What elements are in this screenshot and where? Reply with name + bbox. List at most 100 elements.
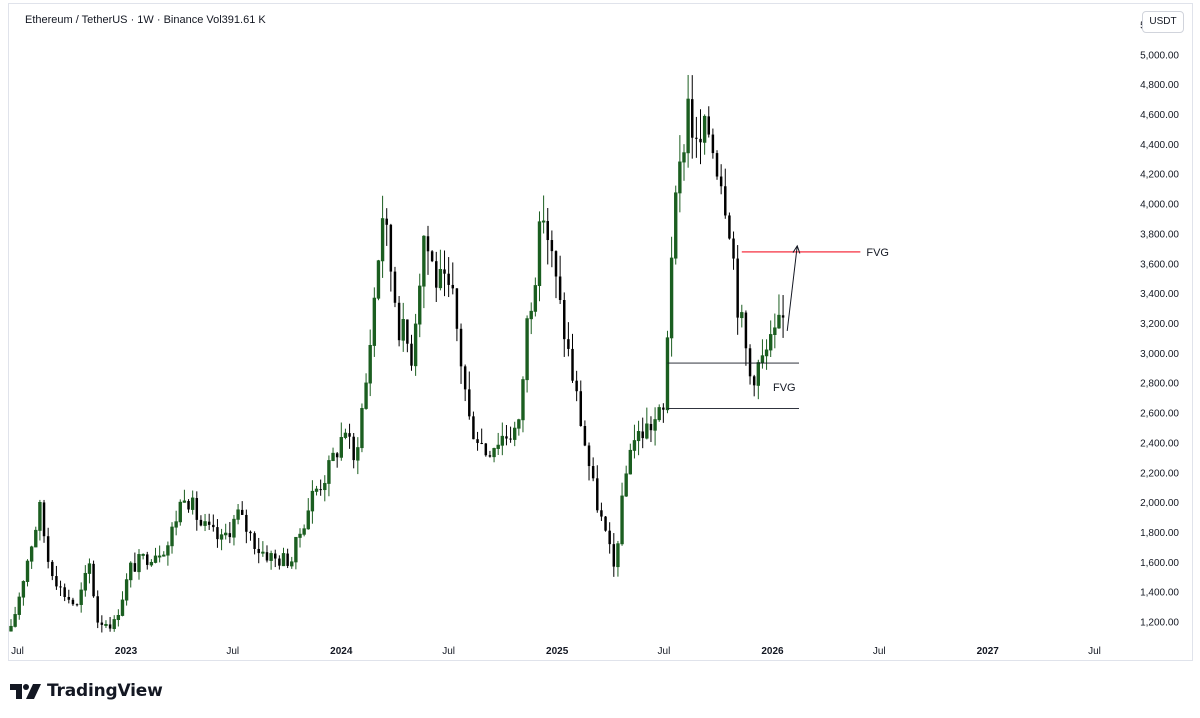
price-axis[interactable]: 1,200.00 1,400.00 1,600.00 1,800.00 2,000.00… xyxy=(1140,20,1179,628)
candle xyxy=(418,273,422,338)
time-axis[interactable]: Jul 2023 Jul 2024 Jul 2025 Jul 2026 Jul 2027 Jul xyxy=(11,646,1101,657)
candle xyxy=(294,536,298,570)
candle xyxy=(554,250,558,299)
price-chart[interactable]: 1,200.00 1,400.00 1,600.00 1,800.00 2,000.00… xyxy=(9,4,1192,660)
price-tick-label: 2,000.00 xyxy=(1140,498,1179,509)
candle xyxy=(25,559,30,587)
candle xyxy=(410,334,413,371)
candle xyxy=(616,540,620,577)
price-tick-label: 4,400.00 xyxy=(1140,140,1179,151)
price-tick-label: 2,600.00 xyxy=(1140,409,1179,420)
candle xyxy=(724,168,727,219)
candle xyxy=(100,615,104,633)
candle xyxy=(653,407,657,446)
candle xyxy=(278,555,281,570)
candle xyxy=(314,485,319,496)
candle xyxy=(360,403,364,453)
candle xyxy=(120,591,125,617)
annotations-layer: FVG FVG xyxy=(667,244,889,410)
candle xyxy=(604,516,607,532)
candle xyxy=(525,315,529,393)
candle xyxy=(174,510,178,536)
candle xyxy=(769,320,773,358)
candle xyxy=(67,589,71,604)
candle xyxy=(319,479,322,496)
tradingview-logo-icon xyxy=(10,683,41,699)
candle xyxy=(600,502,603,522)
candle xyxy=(376,259,381,301)
candle xyxy=(496,432,500,456)
candle xyxy=(170,522,174,554)
candle xyxy=(632,424,637,459)
candle xyxy=(372,287,377,357)
candle xyxy=(435,251,438,303)
price-tick-label: 3,400.00 xyxy=(1140,289,1179,300)
candle xyxy=(567,322,570,357)
candle xyxy=(137,549,141,580)
candle xyxy=(29,545,34,569)
candle xyxy=(529,302,533,335)
candle xyxy=(108,616,112,632)
candle xyxy=(695,116,698,158)
candle xyxy=(339,422,343,461)
candle xyxy=(9,619,13,632)
tradingview-brand[interactable]: TradingView xyxy=(10,681,163,701)
candle xyxy=(104,620,108,628)
price-tick-label: 4,200.00 xyxy=(1140,170,1179,181)
candle xyxy=(505,424,508,446)
candle xyxy=(129,561,133,588)
candle xyxy=(290,556,294,569)
candle xyxy=(422,235,426,309)
candle xyxy=(699,109,702,165)
candle xyxy=(368,329,372,397)
chart-frame[interactable]: 1,200.00 1,400.00 1,600.00 1,800.00 2,000.00… xyxy=(8,3,1193,661)
price-tick-label: 1,400.00 xyxy=(1140,588,1179,599)
candle xyxy=(736,245,739,335)
candle xyxy=(153,547,158,564)
time-tick-label: Jul xyxy=(1088,646,1101,657)
price-tick-label: 5,000.00 xyxy=(1140,50,1179,61)
candle xyxy=(207,513,211,530)
candle xyxy=(500,422,505,456)
candle xyxy=(682,144,686,181)
price-tick-label: 3,800.00 xyxy=(1140,229,1179,240)
candle xyxy=(199,515,203,527)
candle xyxy=(760,339,765,369)
candle xyxy=(711,128,715,159)
currency-button[interactable]: USDT xyxy=(1142,11,1184,33)
candle xyxy=(124,573,129,606)
candle xyxy=(430,250,434,263)
fvg-resistance-label: FVG xyxy=(866,247,889,259)
projection-arrow[interactable] xyxy=(786,244,801,332)
candle xyxy=(476,431,479,451)
candle xyxy=(686,74,690,168)
candle xyxy=(187,499,190,513)
price-tick-label: 1,600.00 xyxy=(1140,558,1179,569)
candle xyxy=(537,211,542,302)
time-tick-label: Jul xyxy=(11,646,24,657)
candle xyxy=(298,528,302,548)
candle xyxy=(541,195,546,234)
candle xyxy=(406,319,409,353)
time-tick-label: 2027 xyxy=(977,646,1000,657)
candle xyxy=(558,255,562,305)
time-tick-label: 2024 xyxy=(330,646,353,657)
candle xyxy=(463,364,467,402)
candle xyxy=(764,339,769,370)
candle xyxy=(740,304,744,328)
candle xyxy=(274,549,277,568)
candle xyxy=(533,277,538,317)
candle xyxy=(517,418,521,436)
candle xyxy=(756,359,760,400)
candle xyxy=(212,514,215,532)
candle xyxy=(472,411,475,440)
candle xyxy=(253,531,256,555)
price-tick-label: 4,000.00 xyxy=(1140,200,1179,211)
candle xyxy=(781,295,785,338)
candle xyxy=(352,432,355,469)
candle xyxy=(620,482,624,546)
candle xyxy=(773,313,777,349)
candle xyxy=(38,499,42,541)
candle xyxy=(245,509,248,544)
symbol-legend[interactable]: Ethereum / TetherUS · 1W · Binance Vol39… xyxy=(25,14,266,26)
